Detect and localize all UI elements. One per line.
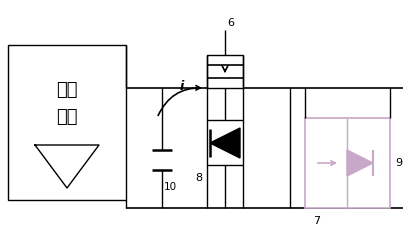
Text: 光伏: 光伏 — [56, 81, 78, 99]
Text: 10: 10 — [164, 182, 177, 192]
Text: 8: 8 — [195, 173, 202, 183]
Text: 9: 9 — [395, 158, 402, 168]
Bar — [305, 118, 390, 208]
FancyArrowPatch shape — [158, 86, 201, 115]
Polygon shape — [347, 150, 373, 176]
Text: i: i — [180, 80, 184, 93]
Bar — [207, 55, 243, 88]
FancyArrowPatch shape — [318, 161, 335, 165]
Text: 阵列: 阵列 — [56, 108, 78, 126]
Text: 7: 7 — [313, 216, 320, 226]
Text: 6: 6 — [227, 18, 234, 28]
Bar — [8, 45, 126, 200]
Bar — [207, 120, 243, 165]
Polygon shape — [210, 128, 240, 158]
